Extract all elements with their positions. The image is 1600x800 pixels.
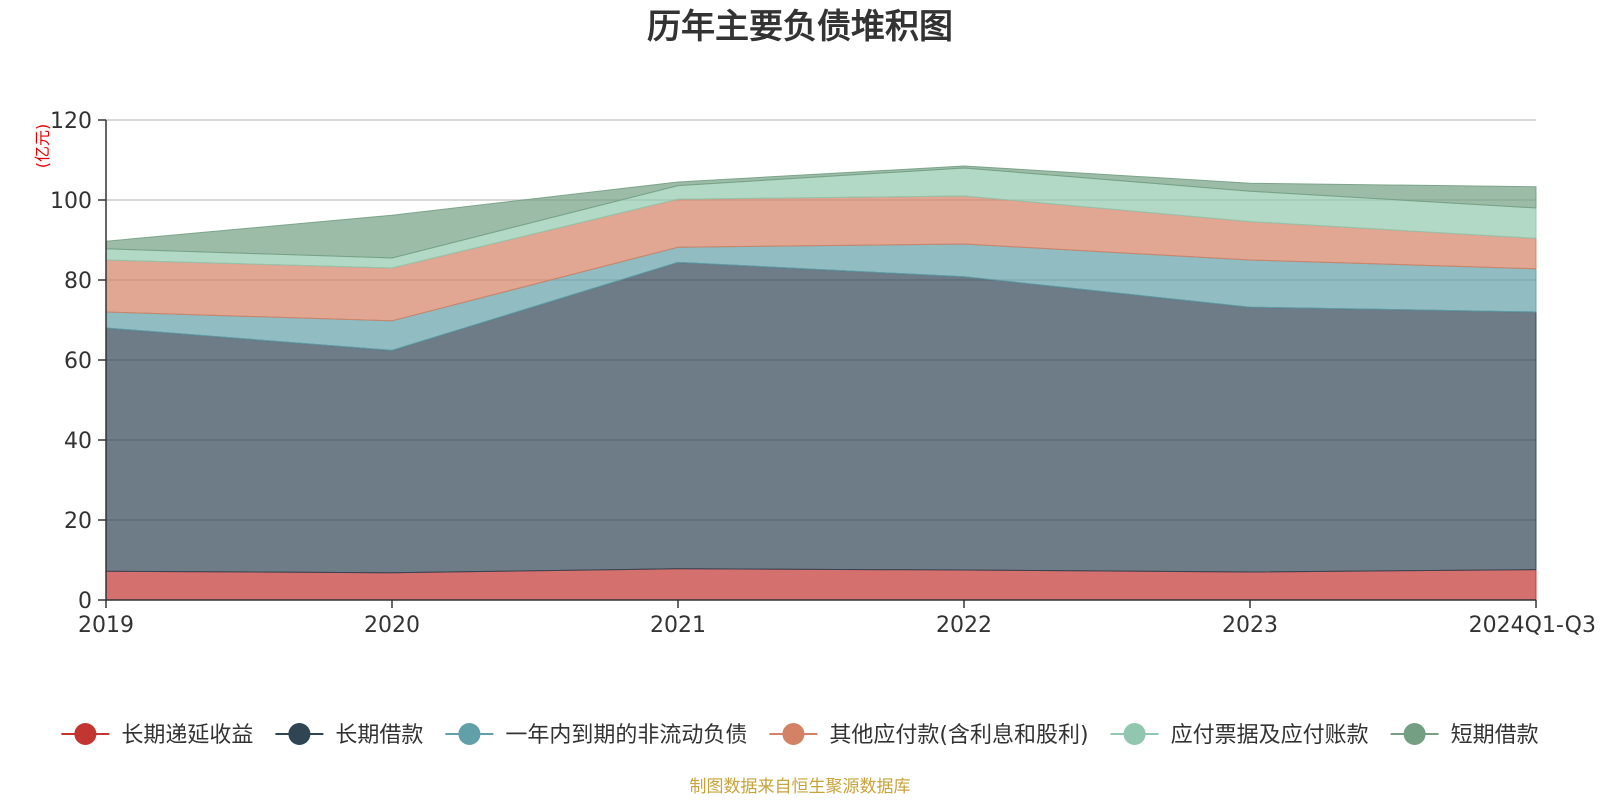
legend-item-5: 应付票据及应付账款 xyxy=(1110,723,1369,748)
y-axis-unit-label: (亿元) xyxy=(33,124,52,169)
legend-label: 其他应付款(含利息和股利) xyxy=(829,723,1088,748)
legend-marker xyxy=(288,723,311,745)
legend-item-1: 长期递延收益 xyxy=(61,723,253,748)
legend-marker xyxy=(1403,723,1426,745)
chart-title: 历年主要负债堆积图 xyxy=(647,7,953,47)
y-tick-label: 100 xyxy=(50,189,92,214)
axes: 0 20 40 60 80 100 120 2019 2020 2021 2022 2023 2024Q… xyxy=(50,109,1596,638)
legend-marker xyxy=(458,723,481,745)
x-tick-label: 2019 xyxy=(78,613,134,638)
legend-label: 短期借款 xyxy=(1451,723,1539,748)
x-tick-label: 2023 xyxy=(1222,613,1278,638)
y-tick-label: 60 xyxy=(64,349,92,374)
legend-marker xyxy=(1123,723,1146,745)
x-tick-label: 2020 xyxy=(364,613,420,638)
legend-item-6: 短期借款 xyxy=(1390,723,1539,748)
y-tick-label: 20 xyxy=(64,509,92,534)
legend-label: 一年内到期的非流动负债 xyxy=(505,723,747,748)
legend-item-4: 其他应付款(含利息和股利) xyxy=(769,723,1089,748)
legend-marker xyxy=(74,723,97,745)
legend-marker xyxy=(782,723,805,745)
y-tick-label: 80 xyxy=(64,269,92,294)
y-tick-label: 120 xyxy=(50,109,92,134)
legend-item-3: 一年内到期的非流动负债 xyxy=(445,723,747,748)
source-note: 制图数据来自恒生聚源数据库 xyxy=(690,777,911,797)
legend-label: 长期递延收益 xyxy=(121,723,253,748)
area-series-6 xyxy=(105,165,1537,259)
y-tick-label: 0 xyxy=(78,589,92,614)
legend-label: 长期借款 xyxy=(335,723,423,748)
legend-label: 应付票据及应付账款 xyxy=(1171,723,1369,748)
area-series-1 xyxy=(105,568,1537,601)
x-tick-label: 2024Q1-Q3 xyxy=(1469,613,1596,638)
x-tick-label: 2021 xyxy=(650,613,706,638)
y-tick-label: 40 xyxy=(64,429,92,454)
x-tick-label: 2022 xyxy=(936,613,992,638)
legend: 长期递延收益 长期借款 一年内到期的非流动负债 其他应付款(含利息和股利) 应付票据及应… xyxy=(61,723,1539,748)
area-series-group xyxy=(105,165,1537,601)
legend-item-2: 长期借款 xyxy=(275,723,423,748)
